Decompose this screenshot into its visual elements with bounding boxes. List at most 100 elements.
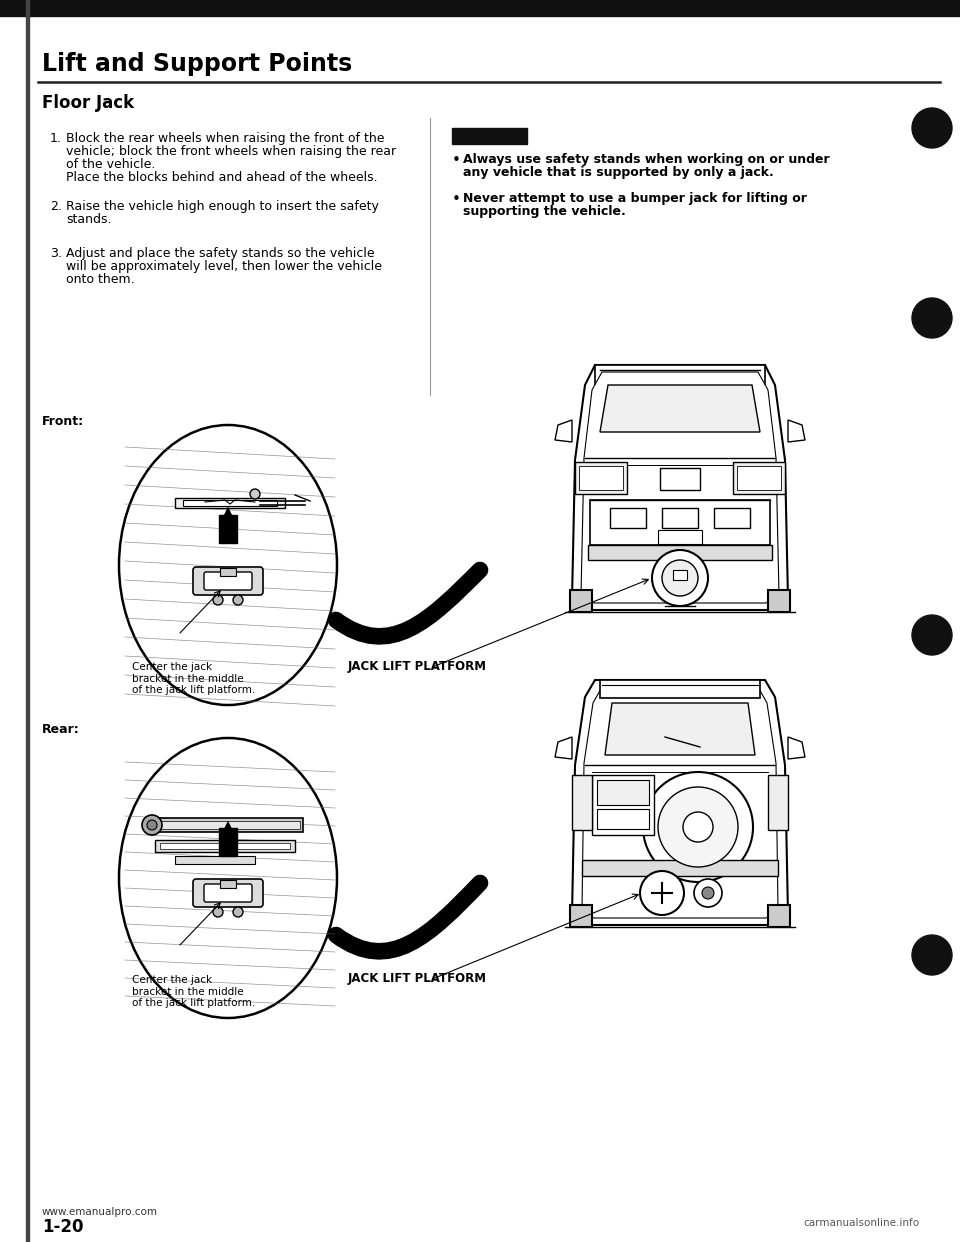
Circle shape — [662, 560, 698, 596]
Circle shape — [658, 787, 738, 867]
FancyBboxPatch shape — [204, 884, 252, 902]
Text: 1.: 1. — [50, 132, 61, 145]
Text: Center the jack
bracket in the middle
of the jack lift platform.: Center the jack bracket in the middle of… — [132, 662, 255, 696]
Bar — [662, 508, 698, 528]
Bar — [610, 508, 646, 528]
Text: JACK LIFT PLATFORM: JACK LIFT PLATFORM — [348, 972, 487, 985]
Text: ⚠: ⚠ — [455, 130, 464, 140]
Text: Center the jack
bracket in the middle
of the jack lift platform.: Center the jack bracket in the middle of… — [132, 975, 255, 1009]
Circle shape — [643, 773, 753, 882]
Circle shape — [912, 615, 952, 655]
Polygon shape — [555, 420, 572, 442]
Bar — [597, 780, 649, 805]
Ellipse shape — [119, 425, 337, 705]
Text: www.emanualpro.com: www.emanualpro.com — [42, 1207, 158, 1217]
Circle shape — [652, 550, 708, 606]
Text: Rear:: Rear: — [42, 723, 80, 737]
Circle shape — [250, 489, 260, 499]
Polygon shape — [788, 420, 805, 442]
Bar — [155, 840, 295, 852]
Circle shape — [912, 298, 952, 338]
Bar — [175, 498, 285, 508]
Bar — [220, 881, 236, 888]
Text: Front:: Front: — [42, 415, 84, 428]
Bar — [768, 590, 790, 612]
Bar — [737, 466, 781, 491]
Bar — [590, 501, 770, 545]
Text: any vehicle that is supported by only a jack.: any vehicle that is supported by only a … — [463, 166, 774, 179]
Text: Place the blocks behind and ahead of the wheels.: Place the blocks behind and ahead of the… — [66, 171, 377, 184]
Polygon shape — [788, 737, 805, 759]
Text: supporting the vehicle.: supporting the vehicle. — [463, 205, 626, 219]
Polygon shape — [605, 703, 755, 755]
Circle shape — [233, 907, 243, 917]
Bar — [588, 545, 772, 560]
Text: 3.: 3. — [50, 247, 61, 260]
Text: WARNING: WARNING — [467, 130, 520, 140]
Polygon shape — [572, 681, 788, 925]
FancyBboxPatch shape — [193, 879, 263, 907]
FancyBboxPatch shape — [204, 573, 252, 590]
Bar — [673, 570, 687, 580]
Bar — [595, 365, 765, 385]
Circle shape — [213, 595, 223, 605]
Polygon shape — [572, 365, 788, 610]
Bar — [219, 828, 237, 856]
Bar — [579, 466, 623, 491]
Text: 2.: 2. — [50, 200, 61, 212]
Circle shape — [912, 108, 952, 148]
Polygon shape — [582, 687, 778, 918]
Bar — [575, 462, 627, 494]
Bar — [658, 530, 702, 544]
Bar — [582, 859, 778, 876]
Text: Always use safety stands when working on or under: Always use safety stands when working on… — [463, 153, 829, 166]
Circle shape — [640, 871, 684, 915]
Text: 1-20: 1-20 — [42, 1218, 84, 1236]
Bar — [183, 501, 277, 505]
Bar — [219, 515, 237, 543]
Text: Block the rear wheels when raising the front of the: Block the rear wheels when raising the f… — [66, 132, 385, 145]
Bar — [26, 0, 29, 1242]
Bar — [733, 462, 785, 494]
Text: Raise the vehicle high enough to insert the safety: Raise the vehicle high enough to insert … — [66, 200, 379, 212]
Bar — [220, 568, 236, 576]
Text: Lift and Support Points: Lift and Support Points — [42, 52, 352, 76]
Circle shape — [683, 812, 713, 842]
Circle shape — [233, 595, 243, 605]
Bar — [152, 821, 300, 828]
Text: vehicle; block the front wheels when raising the rear: vehicle; block the front wheels when rai… — [66, 145, 396, 158]
Bar — [768, 905, 790, 927]
Bar — [0, 0, 960, 16]
Text: of the vehicle.: of the vehicle. — [66, 158, 156, 171]
Circle shape — [142, 815, 162, 835]
Bar — [148, 818, 303, 832]
Polygon shape — [600, 385, 760, 432]
Text: will be approximately level, then lower the vehicle: will be approximately level, then lower … — [66, 260, 382, 273]
Circle shape — [213, 907, 223, 917]
Bar — [714, 508, 750, 528]
Text: carmanualsonline.info: carmanualsonline.info — [804, 1218, 920, 1228]
Bar — [572, 775, 592, 830]
Ellipse shape — [119, 738, 337, 1018]
Text: Never attempt to use a bumper jack for lifting or: Never attempt to use a bumper jack for l… — [463, 193, 806, 205]
Polygon shape — [555, 737, 572, 759]
Text: stands.: stands. — [66, 212, 111, 226]
Text: •: • — [452, 153, 461, 168]
Bar — [660, 468, 700, 491]
Bar — [570, 905, 592, 927]
Circle shape — [912, 935, 952, 975]
Bar — [175, 856, 255, 864]
Bar — [592, 775, 654, 835]
FancyBboxPatch shape — [193, 568, 263, 595]
Polygon shape — [581, 373, 779, 604]
Bar — [600, 681, 760, 698]
Bar — [570, 590, 592, 612]
Text: Adjust and place the safety stands so the vehicle: Adjust and place the safety stands so th… — [66, 247, 374, 260]
Circle shape — [694, 879, 722, 907]
Text: •: • — [452, 193, 461, 207]
Circle shape — [147, 820, 157, 830]
Bar — [160, 843, 290, 850]
Text: Floor Jack: Floor Jack — [42, 94, 134, 112]
Text: JACK LIFT PLATFORM: JACK LIFT PLATFORM — [348, 660, 487, 673]
Bar — [768, 775, 788, 830]
